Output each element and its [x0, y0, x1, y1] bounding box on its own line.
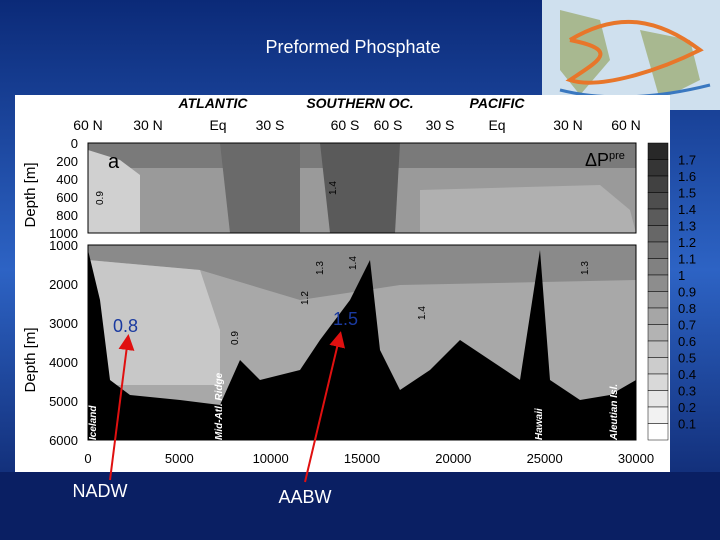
- upper-panel: [87, 142, 637, 234]
- colorbar-cell: [647, 258, 669, 276]
- slide-title: Preformed Phosphate: [265, 37, 440, 57]
- colorbar-label: 1.7: [678, 153, 696, 168]
- colorbar-cell: [647, 274, 669, 292]
- colorbar-label: 1.6: [678, 169, 696, 184]
- colorbar-label: 1.3: [678, 219, 696, 234]
- colorbar-label: 1.1: [678, 252, 696, 267]
- colorbar-label: 0.4: [678, 367, 696, 382]
- panel-label: a: [108, 151, 120, 173]
- y-tick-label: 600: [56, 190, 78, 205]
- colorbar-label: 1.2: [678, 235, 696, 250]
- colorbar-cell: [647, 406, 669, 424]
- y-tick-label: 800: [56, 208, 78, 223]
- feature-label: Mid-Atl. Ridge: [214, 372, 225, 440]
- colorbar-cell: [647, 357, 669, 375]
- latitude-label: 30 S: [256, 117, 285, 133]
- y-tick-label: 1000: [49, 238, 78, 253]
- latitude-label: 60 N: [73, 117, 103, 133]
- y-tick-label: 3000: [49, 316, 78, 331]
- small-contour-label: 1.3: [315, 261, 326, 275]
- annotation: AABW: [278, 487, 331, 507]
- small-contour-label: 1.4: [348, 256, 359, 270]
- colorbar-cell: [647, 307, 669, 325]
- contour-label: 1.5: [333, 309, 358, 329]
- colorbar-label: 0.6: [678, 334, 696, 349]
- annotation: NADW: [73, 481, 128, 501]
- colorbar-label: 1.4: [678, 202, 696, 217]
- basin-label: PACIFIC: [470, 95, 526, 111]
- colorbar-cell: [647, 142, 669, 160]
- small-contour-label: 1.4: [328, 181, 339, 195]
- y-axis-label: Depth [m]: [22, 162, 39, 227]
- colorbar-cell: [647, 373, 669, 391]
- quantity: ΔP: [585, 150, 609, 170]
- small-contour-label: 1.4: [417, 306, 428, 320]
- arrow: [304, 331, 346, 483]
- colorbar-cell: [647, 291, 669, 309]
- latitude-label: 30 S: [426, 117, 455, 133]
- contour-label: 0.8: [113, 316, 138, 336]
- inset-map: [542, 0, 720, 110]
- bottom-band: [0, 472, 720, 540]
- latitude-label: Eq: [209, 117, 226, 133]
- y-tick-label: 5000: [49, 394, 78, 409]
- colorbar-label: 0.9: [678, 285, 696, 300]
- latitude-label: 60 N: [611, 117, 641, 133]
- feature-label: Hawaii: [534, 408, 545, 440]
- colorbar-label: 0.7: [678, 318, 696, 333]
- colorbar-label: 0.2: [678, 400, 696, 415]
- x-tick-label: 30000: [618, 451, 654, 466]
- colorbar-label: 1: [678, 268, 685, 283]
- x-tick-label: 25000: [527, 451, 563, 466]
- colorbar-cell: [647, 324, 669, 342]
- x-tick-label: 0: [84, 451, 91, 466]
- colorbar-cell: [647, 175, 669, 193]
- latitude-label: 60 S: [331, 117, 360, 133]
- latitude-label: 30 N: [133, 117, 163, 133]
- y-tick-label: 400: [56, 172, 78, 187]
- feature-label: Iceland: [88, 405, 99, 440]
- colorbar-cell: [647, 192, 669, 210]
- x-tick-label: 10000: [253, 451, 289, 466]
- small-contour-label: 1.2: [300, 291, 311, 305]
- y-axis-label: Depth [m]: [22, 327, 39, 392]
- x-tick-label: 15000: [344, 451, 380, 466]
- y-tick-label: 1000: [49, 226, 78, 241]
- colorbar-cell: [647, 159, 669, 177]
- x-tick-label: 20000: [435, 451, 471, 466]
- colorbar-label: 0.3: [678, 384, 696, 399]
- lower-panel: [87, 244, 637, 441]
- y-tick-label: 0: [71, 136, 78, 151]
- colorbar-cell: [647, 423, 669, 441]
- x-tick-label: 5000: [165, 451, 194, 466]
- colorbar-cell: [647, 340, 669, 358]
- basin-label: ATLANTIC: [178, 95, 249, 111]
- y-tick-label: 2000: [49, 277, 78, 292]
- y-tick-label: 4000: [49, 355, 78, 370]
- colorbar-cell: [647, 390, 669, 408]
- colorbar-cell: [647, 241, 669, 259]
- colorbar-label: 0.1: [678, 417, 696, 432]
- latitude-label: 60 S: [374, 117, 403, 133]
- colorbar-label: 0.5: [678, 351, 696, 366]
- y-tick-label: 200: [56, 154, 78, 169]
- latitude-label: 30 N: [553, 117, 583, 133]
- quantity-sup: pre: [609, 150, 625, 162]
- small-contour-label: 0.9: [230, 331, 241, 345]
- small-contour-label: 1.3: [580, 261, 591, 275]
- y-tick-label: 6000: [49, 433, 78, 448]
- basin-label: SOUTHERN OC.: [306, 95, 413, 111]
- latitude-label: Eq: [488, 117, 505, 133]
- arrow: [109, 334, 135, 481]
- colorbar-label: 0.8: [678, 301, 696, 316]
- colorbar-cell: [647, 225, 669, 243]
- quantity-label: ΔPpre: [585, 150, 625, 170]
- feature-label: Aleutian Isl.: [609, 384, 620, 441]
- small-contour-label: 0.9: [95, 191, 106, 205]
- colorbar-cell: [647, 208, 669, 226]
- colorbar-label: 1.5: [678, 186, 696, 201]
